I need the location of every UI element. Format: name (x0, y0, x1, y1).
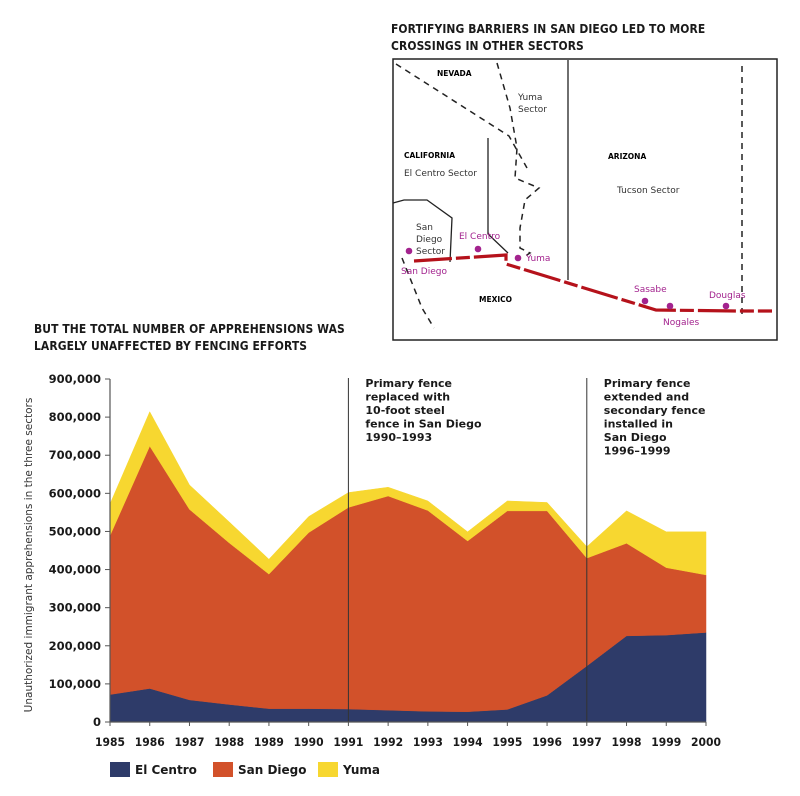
california-label: CALIFORNIA (404, 151, 455, 160)
nogales-city-label: Nogales (663, 318, 700, 328)
san-diego-city-dot (405, 247, 413, 255)
x-tick-label: 1991 (333, 735, 363, 749)
legend-label: San Diego (238, 763, 307, 777)
y-tick-label: 600,000 (49, 486, 101, 500)
annotation-text: 1996–1999 (604, 445, 671, 458)
y-tick-label: 0 (93, 715, 101, 729)
x-tick-label: 1990 (294, 735, 324, 749)
us-mexico-border (413, 253, 772, 313)
annotation-text: Primary fence (604, 377, 691, 390)
legend-item-yuma: Yuma (318, 762, 380, 777)
x-tick-label: 1999 (651, 735, 681, 749)
axes-layer: 0 100,000 200,000 300,000 400,000 500,000 600,… (49, 372, 721, 749)
legend-item-san-diego: San Diego (213, 762, 307, 777)
y-tick-label: 300,000 (49, 601, 101, 615)
san-diego-city-label: San Diego (401, 267, 447, 277)
x-tick-label: 1996 (532, 735, 562, 749)
border-sectors-map: NEVADA CALIFORNIA ARIZONA MEXICO Yuma Se… (392, 58, 778, 341)
el-centro-sector-label: El Centro Sector (404, 169, 477, 179)
yuma-city-label: Yuma (525, 254, 550, 264)
el-centro-city-label: El Centro (459, 232, 501, 242)
y-tick-label: 700,000 (49, 448, 101, 462)
map-title: FORTIFYING BARRIERS IN SAN DIEGO LED TO … (391, 20, 705, 54)
legend-item-el-centro: El Centro (110, 762, 197, 777)
legend-swatch (318, 762, 338, 777)
x-tick-label: 1986 (135, 735, 165, 749)
x-tick-label: 2000 (691, 735, 721, 749)
map-title-line-1: FORTIFYING BARRIERS IN SAN DIEGO LED TO … (391, 21, 706, 36)
area-layer (109, 411, 707, 723)
el-centro-city-dot (474, 245, 482, 253)
x-tick-label: 1995 (492, 735, 522, 749)
legend-swatch (110, 762, 130, 777)
el-centro-yuma-sector-line (487, 138, 509, 254)
y-tick-label: 100,000 (49, 677, 101, 691)
y-tick-label: 400,000 (49, 563, 101, 577)
y-tick-label: 800,000 (49, 410, 101, 424)
x-tick-label: 1992 (373, 735, 403, 749)
chart-title: BUT THE TOTAL NUMBER OF APPREHENSIONS WA… (34, 320, 345, 354)
area-yuma (109, 411, 707, 576)
y-axis-label: Unauthorized immigrant apprehensions in … (23, 398, 35, 713)
x-tick-label: 1987 (174, 735, 204, 749)
douglas-city-label: Douglas (709, 291, 746, 301)
colorado-river-border (496, 62, 541, 259)
x-tick-label: 1993 (413, 735, 443, 749)
annotation-text: Primary fence (365, 377, 452, 390)
san-diego-sector-label-2: Diego (416, 235, 443, 245)
y-tick-label: 500,000 (49, 524, 101, 538)
tucson-sector-label: Tucson Sector (616, 186, 680, 196)
annotation-text: replaced with (365, 391, 450, 404)
nogales-city-dot (666, 302, 674, 310)
x-tick-label: 1988 (214, 735, 244, 749)
baja-border (401, 257, 435, 329)
annotation-text: fence in San Diego (365, 418, 482, 431)
annotation-text: extended and (604, 391, 689, 404)
arizona-label: ARIZONA (608, 152, 646, 161)
mexico-label: MEXICO (479, 295, 512, 304)
x-tick-label: 1997 (572, 735, 602, 749)
legend-label: El Centro (135, 763, 197, 777)
annotation-text: installed in (604, 418, 673, 431)
x-tick-label: 1998 (612, 735, 642, 749)
yuma-city-dot (514, 254, 522, 262)
legend: El Centro San Diego Yuma (110, 762, 380, 777)
legend-label: Yuma (342, 763, 380, 777)
x-tick-label: 1994 (453, 735, 483, 749)
map-title-line-2: CROSSINGS IN OTHER SECTORS (391, 38, 584, 53)
san-diego-sector-line (392, 199, 453, 263)
x-tick-label: 1985 (95, 735, 125, 749)
nevada-california-border (395, 63, 528, 169)
douglas-city-dot (722, 302, 730, 310)
yuma-sector-label-1: Yuma (517, 93, 542, 103)
san-diego-sector-label-1: San (416, 223, 433, 233)
x-tick-label: 1989 (254, 735, 284, 749)
annotation-text: secondary fence (604, 404, 706, 417)
annotation-text: San Diego (604, 431, 667, 444)
map-frame (392, 58, 778, 341)
sasabe-city-label: Sasabe (634, 285, 667, 295)
chart-title-line-2: LARGELY UNAFFECTED BY FENCING EFFORTS (34, 338, 308, 353)
chart-title-line-1: BUT THE TOTAL NUMBER OF APPREHENSIONS WA… (34, 321, 345, 336)
y-tick-label: 900,000 (49, 372, 101, 386)
y-tick-label: 200,000 (49, 639, 101, 653)
legend-swatch (213, 762, 233, 777)
nevada-label: NEVADA (437, 69, 472, 78)
annotation-text: 1990–1993 (365, 431, 432, 444)
san-diego-sector-label-3: Sector (416, 247, 445, 257)
yuma-sector-label-2: Sector (518, 105, 547, 115)
annotation-text: 10-foot steel (365, 404, 444, 417)
sasabe-city-dot (641, 297, 649, 305)
